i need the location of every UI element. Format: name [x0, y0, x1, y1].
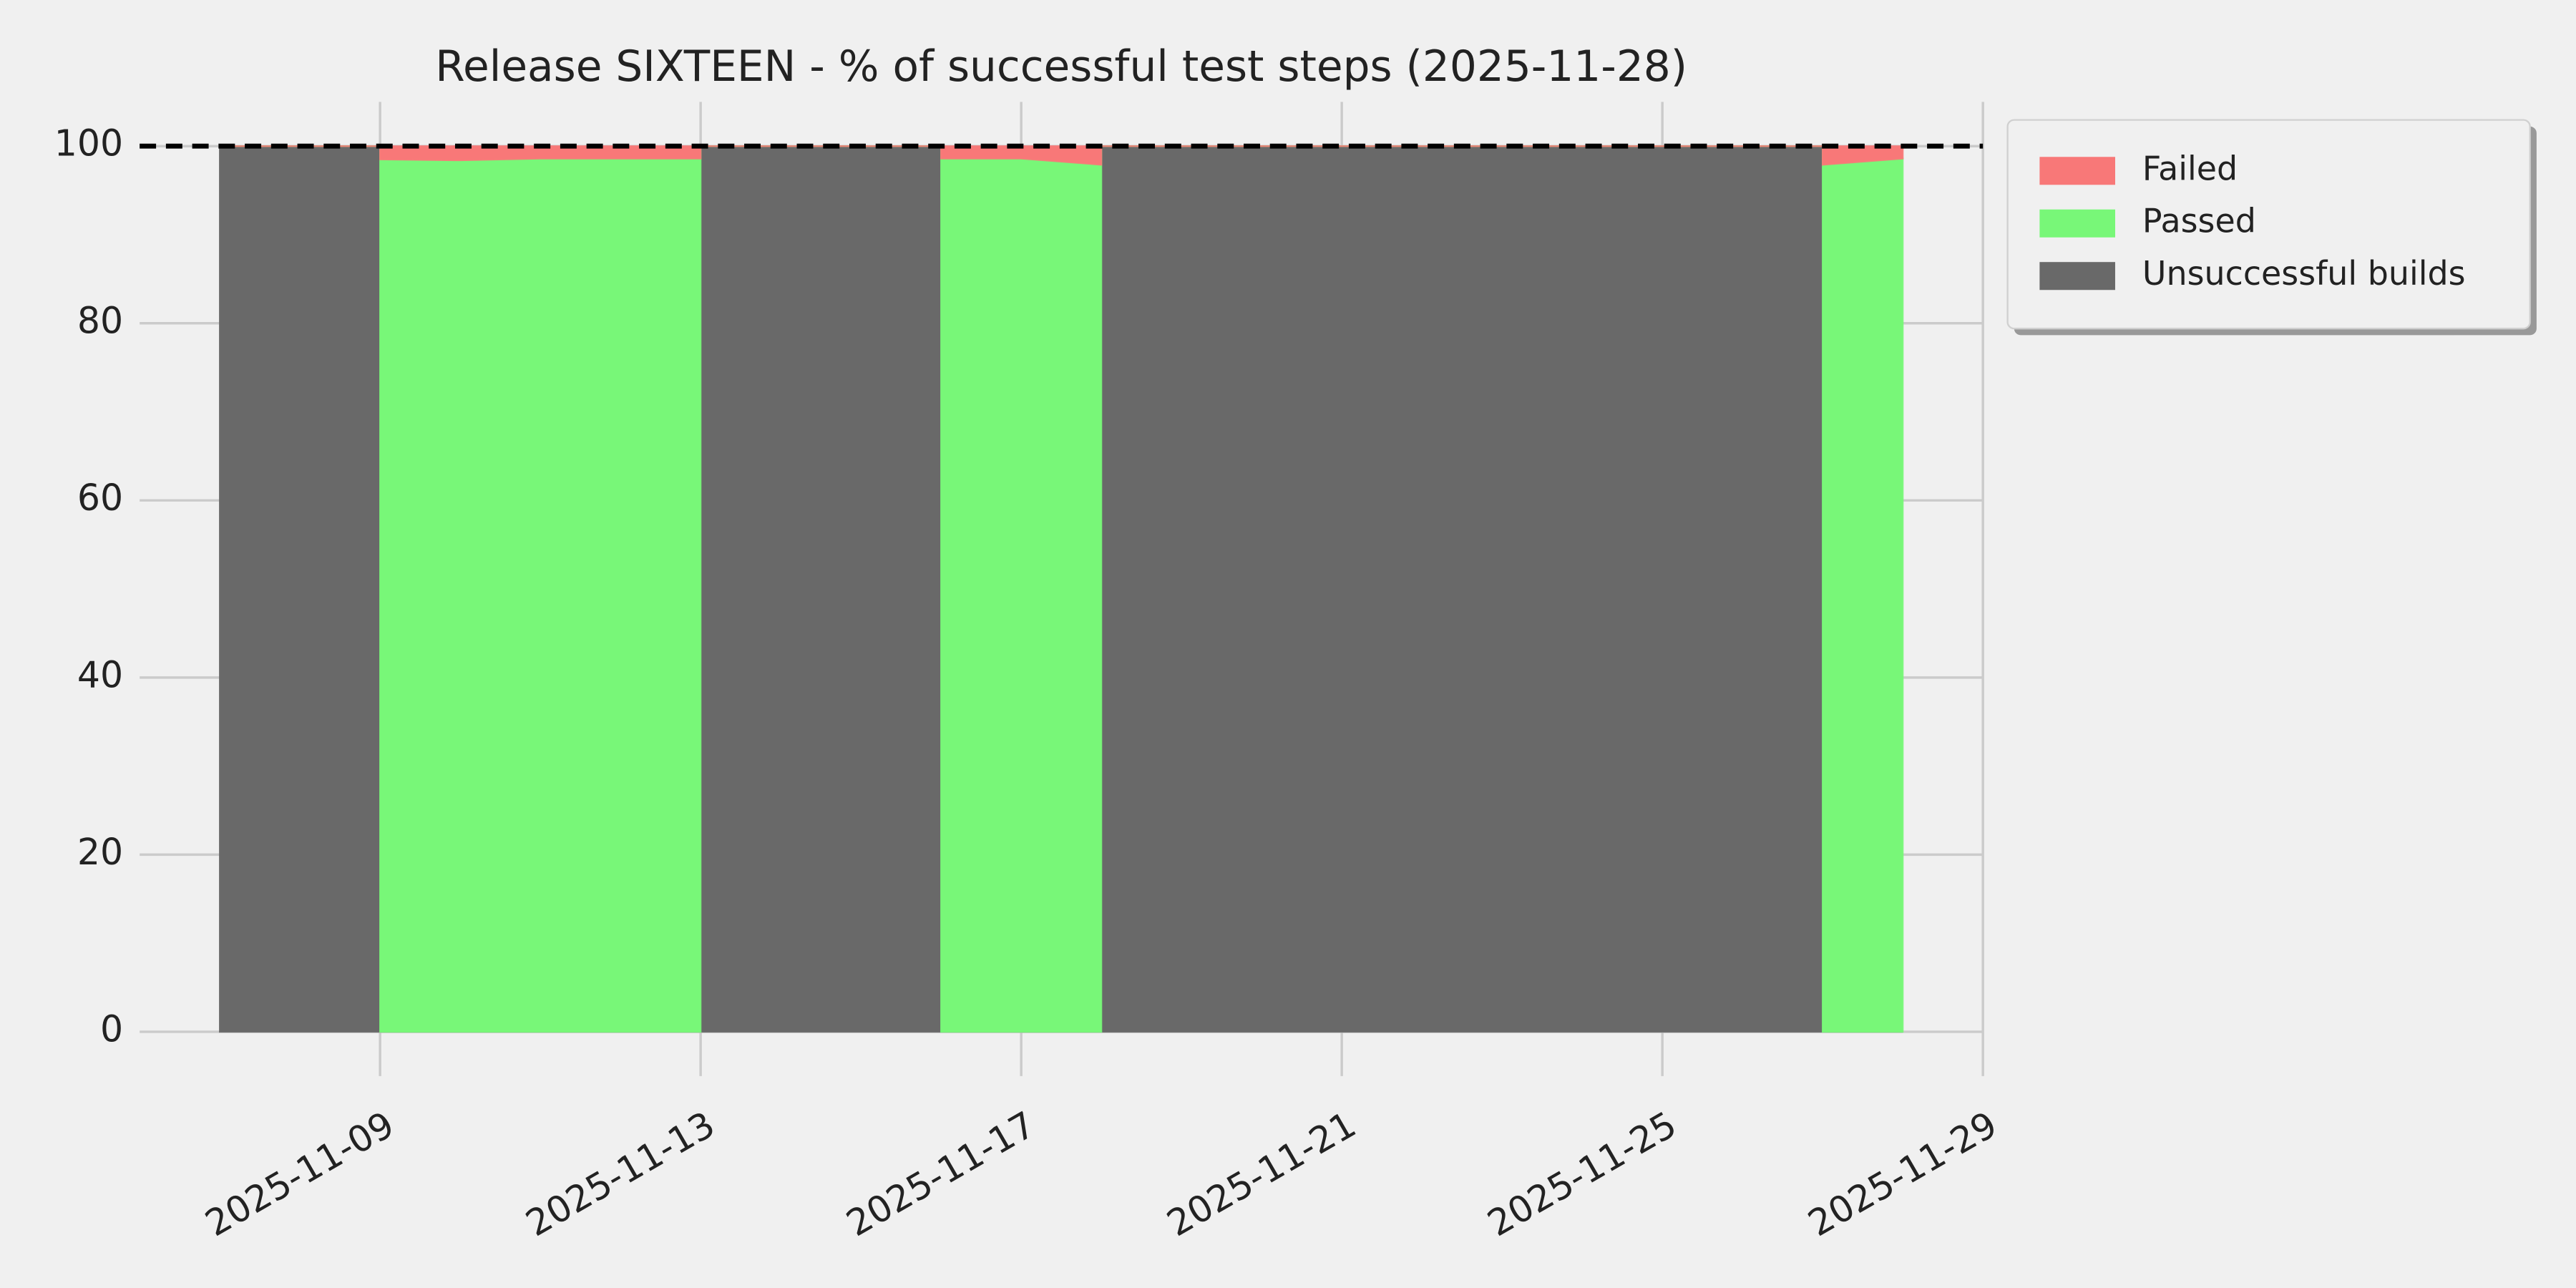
legend-label: Passed [2142, 202, 2256, 240]
legend-label: Failed [2142, 149, 2238, 187]
legend-swatch [2039, 209, 2115, 238]
y-tick-label: 60 [77, 477, 123, 519]
y-tick-label: 40 [77, 653, 123, 696]
legend-swatch [2039, 262, 2115, 291]
chart-title: Release SIXTEEN - % of successful test s… [435, 42, 1687, 92]
y-tick-label: 100 [54, 122, 123, 165]
legend [2006, 119, 2531, 330]
legend-label: Unsuccessful builds [2142, 254, 2466, 293]
legend-swatch [2039, 157, 2115, 185]
y-tick-label: 0 [100, 1008, 123, 1050]
y-tick-label: 20 [77, 831, 123, 873]
y-tick-label: 80 [77, 299, 123, 341]
